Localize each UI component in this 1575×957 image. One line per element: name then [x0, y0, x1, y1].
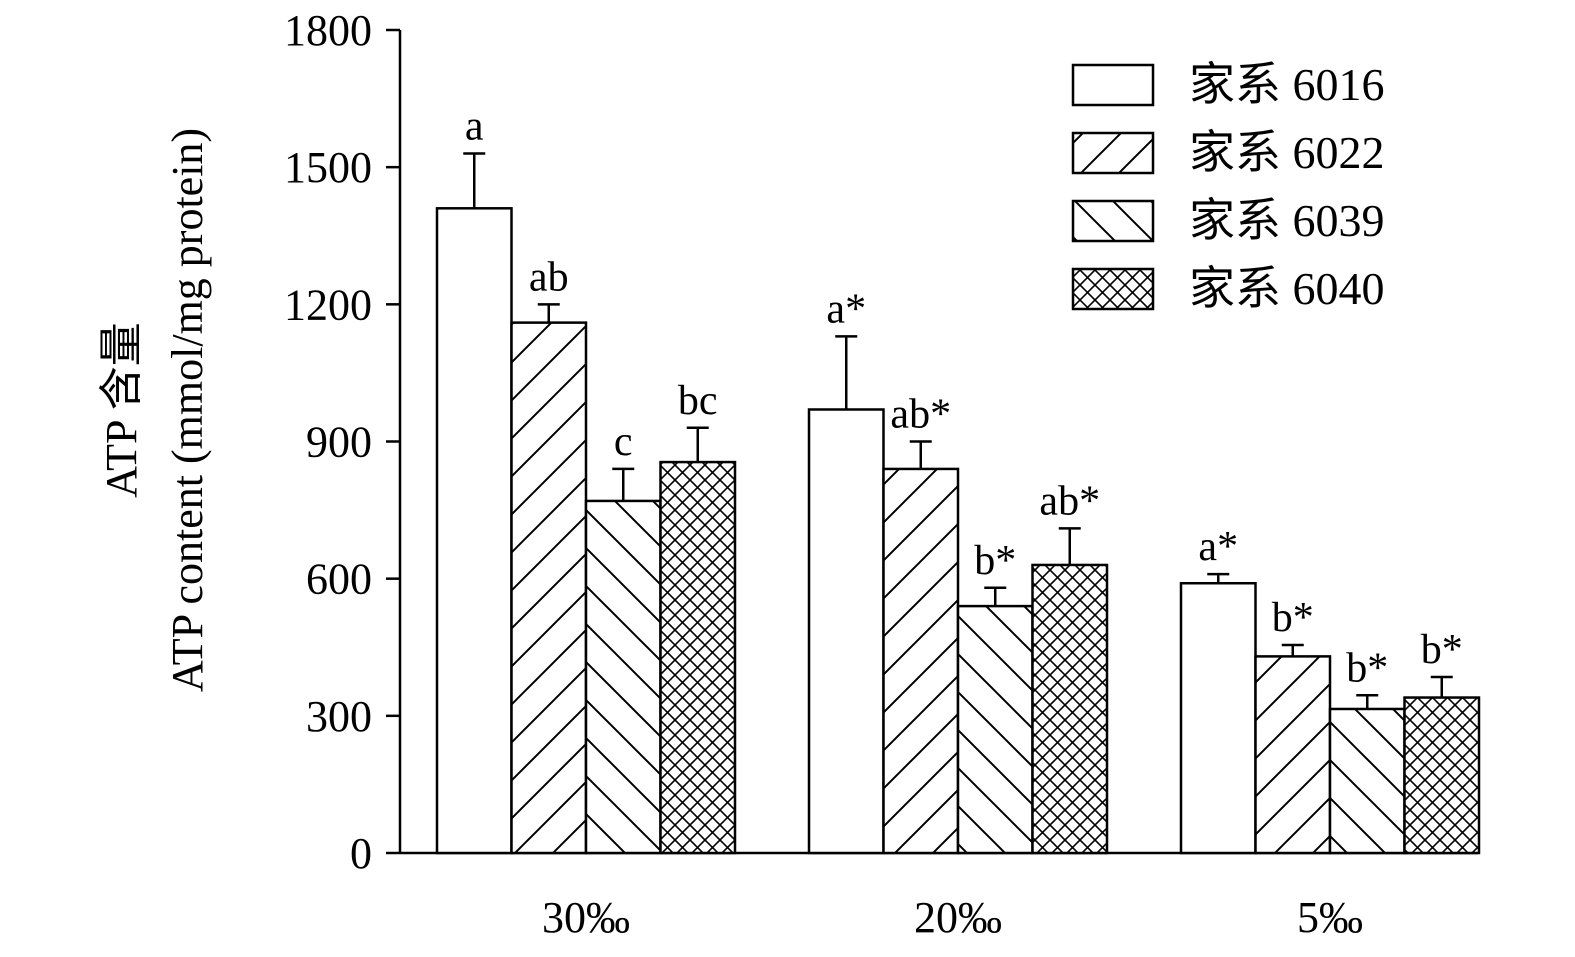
x-category-label: 5‰ [1297, 893, 1363, 942]
significance-label: c [614, 419, 633, 465]
legend-label: 家系 6022 [1189, 127, 1385, 178]
legend-swatch [1071, 267, 1155, 311]
bar [1328, 707, 1406, 855]
bar [584, 499, 662, 855]
significance-label: b* [1421, 627, 1463, 673]
legend-label: 家系 6039 [1189, 195, 1385, 246]
y-axis-ticks: 0 300 600 900 1200 1500 1800 [284, 6, 400, 878]
significance-label: b* [1346, 645, 1388, 691]
bar [882, 467, 960, 855]
y-tick-label: 600 [306, 555, 372, 604]
bar [807, 408, 885, 855]
significance-label: bc [678, 378, 718, 424]
x-category-label: 20‰ [914, 893, 1002, 942]
significance-label: a* [826, 286, 866, 332]
significance-label: b* [1272, 595, 1314, 641]
legend-swatch [1071, 199, 1155, 243]
y-tick-label: 1200 [284, 280, 372, 329]
bar [1031, 563, 1109, 855]
bar [435, 207, 513, 855]
y-axis-title-line2: ATP content (mmol/mg protein) [163, 128, 212, 692]
bar [510, 321, 588, 855]
legend-label: 家系 6016 [1189, 59, 1385, 110]
x-axis-labels: 30‰ 20‰ 5‰ [542, 893, 1363, 942]
legend-label: 家系 6040 [1189, 263, 1385, 314]
significance-label: a* [1198, 524, 1238, 570]
y-tick-label: 1800 [284, 6, 372, 55]
y-tick-label: 1500 [284, 143, 372, 192]
significance-label: ab* [1039, 478, 1100, 524]
bar [1403, 696, 1481, 855]
y-tick-label: 900 [306, 418, 372, 467]
bar [1179, 581, 1257, 855]
legend-swatch [1071, 131, 1155, 175]
bar [1254, 655, 1332, 855]
significance-label: ab* [890, 392, 951, 438]
y-tick-label: 0 [350, 829, 372, 878]
x-category-label: 30‰ [542, 893, 630, 942]
y-tick-label: 300 [306, 692, 372, 741]
significance-label: a [465, 103, 484, 149]
significance-label: b* [974, 538, 1016, 584]
legend-swatch [1071, 63, 1155, 107]
bar [659, 460, 737, 855]
significance-label: ab [529, 254, 569, 300]
bars: a a* a* ab ab* b* c b* b* bc ab* b* [435, 103, 1481, 855]
bar [956, 604, 1034, 855]
y-axis-title-line1: ATP 含量 [97, 322, 146, 498]
legend: 家系 6016 家系 6022 家系 6039 家系 6040 [1071, 59, 1385, 314]
